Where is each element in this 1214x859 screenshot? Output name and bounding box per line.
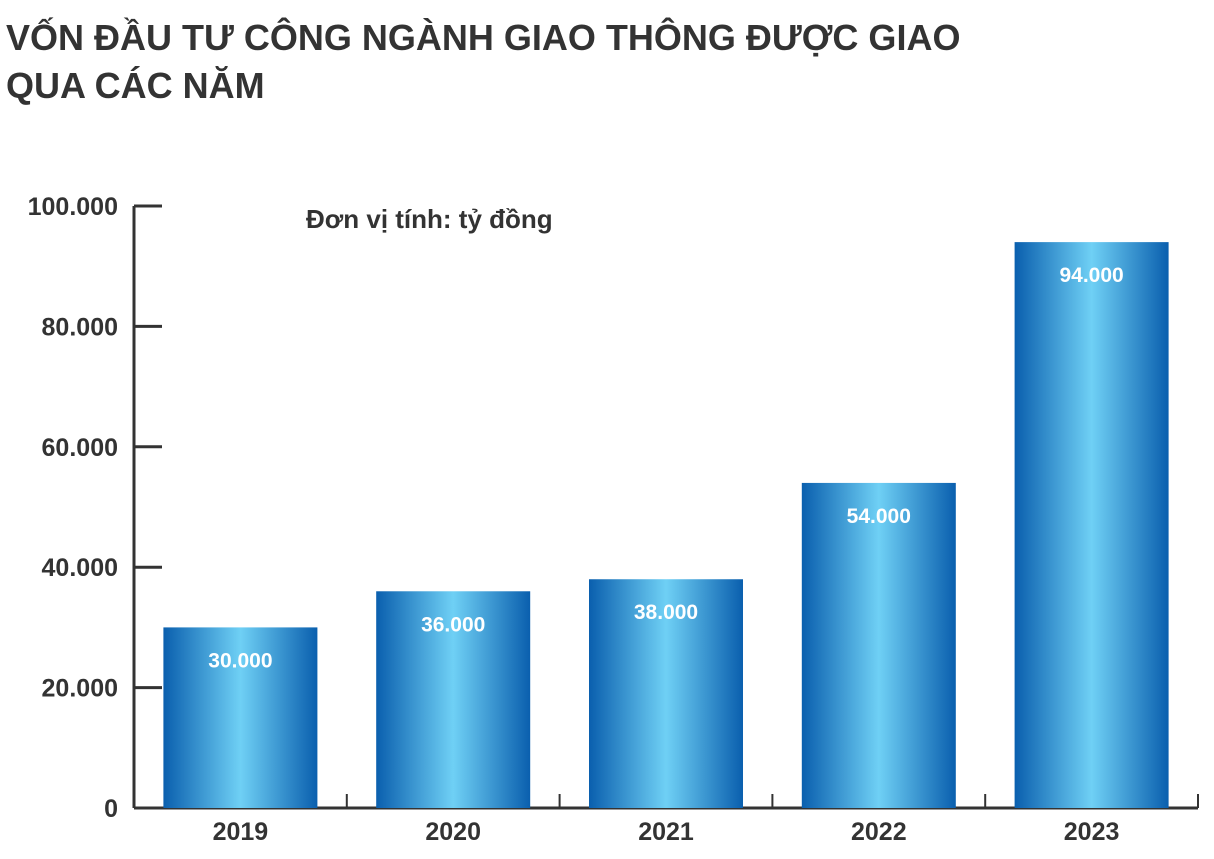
bar-2023 xyxy=(1014,242,1169,808)
y-tick-label: 0 xyxy=(104,795,118,823)
y-tick-label: 100.000 xyxy=(28,193,118,221)
x-tick-label: 2019 xyxy=(213,818,269,846)
data-label: 54.000 xyxy=(847,505,911,528)
x-tick-label: 2023 xyxy=(1064,818,1120,846)
y-tick-label: 80.000 xyxy=(42,313,118,341)
bar-2019 xyxy=(163,627,318,808)
data-label: 38.000 xyxy=(634,601,698,624)
data-label: 36.000 xyxy=(421,613,485,636)
chart-title-line-2: QUA CÁC NĂM xyxy=(6,65,265,106)
data-label: 30.000 xyxy=(208,649,272,672)
y-tick-label: 20.000 xyxy=(42,675,118,703)
data-label: 94.000 xyxy=(1059,264,1123,287)
bar-2020 xyxy=(376,591,531,808)
chart-title-line-1: VỐN ĐẦU TƯ CÔNG NGÀNH GIAO THÔNG ĐƯỢC GI… xyxy=(6,17,961,58)
x-tick-label: 2022 xyxy=(851,818,907,846)
bars xyxy=(163,242,1169,808)
y-tick-label: 60.000 xyxy=(42,434,118,462)
bar-2022 xyxy=(801,482,956,808)
y-tick-label: 40.000 xyxy=(42,554,118,582)
unit-note: Đơn vị tính: tỷ đồng xyxy=(306,204,553,234)
x-tick-label: 2021 xyxy=(638,818,694,846)
x-tick-label: 2020 xyxy=(425,818,481,846)
chart-title: VỐN ĐẦU TƯ CÔNG NGÀNH GIAO THÔNG ĐƯỢC GI… xyxy=(6,14,1206,110)
labels: 0 20.000 40.000 60.000 80.000 100.000 30.000 20… xyxy=(28,193,1124,846)
bar-2021 xyxy=(589,579,743,808)
